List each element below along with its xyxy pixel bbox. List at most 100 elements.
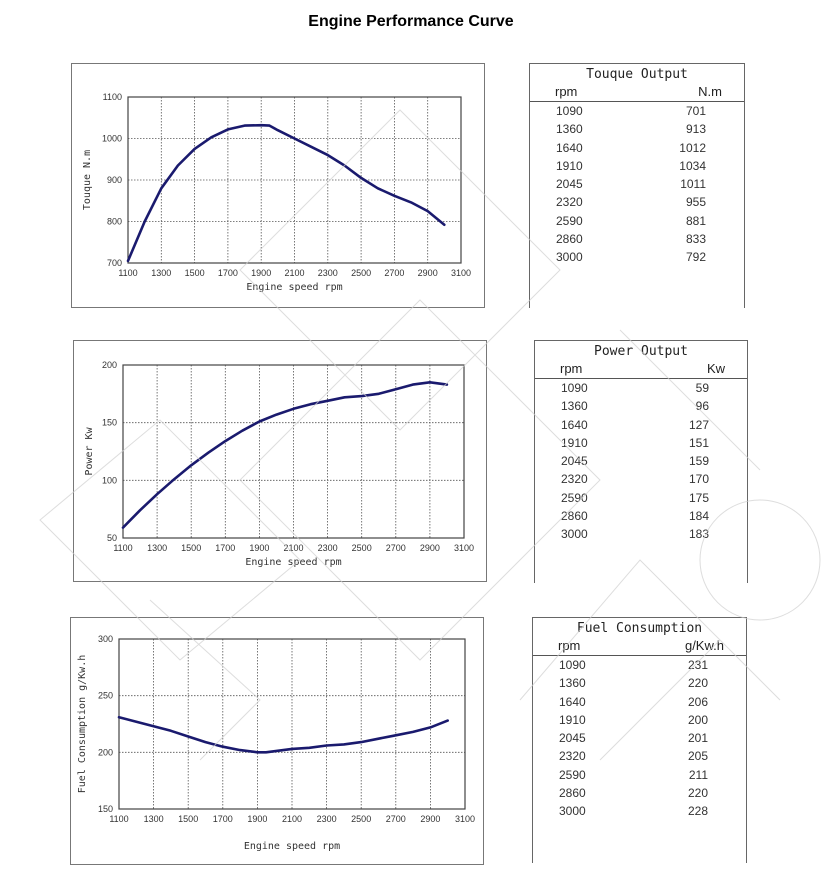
x-tick-label: 1700: [218, 268, 238, 278]
y-tick-label: 150: [102, 418, 117, 428]
x-tick-label: 2300: [318, 543, 338, 553]
x-tick-label: 2900: [420, 814, 440, 824]
power-table-title: Power Output: [594, 344, 688, 359]
page-title: Engine Performance Curve: [308, 13, 514, 30]
rpm-cell: 2590: [559, 767, 586, 782]
rpm-cell: 2860: [561, 509, 588, 524]
value-cell: 127: [688, 417, 709, 432]
rpm-cell: 3000: [556, 250, 583, 265]
y-tick-label: 900: [107, 175, 122, 185]
x-tick-label: 1100: [118, 268, 137, 278]
x-tick-label: 1300: [151, 268, 171, 278]
value-cell: 792: [685, 250, 706, 265]
table-row: 3000 228: [533, 802, 746, 820]
value-cell: 220: [687, 786, 708, 801]
x-tick-label: 2300: [318, 268, 338, 278]
x-tick-label: 2900: [418, 268, 438, 278]
power-table-header: rpm Kw: [535, 361, 747, 379]
table-row: 2590 881: [530, 212, 744, 230]
col-rpm: rpm: [555, 84, 578, 99]
fuel-table-header: rpm g/Kw.h: [533, 638, 746, 656]
table-row: 1910 200: [533, 711, 746, 729]
value-cell: 1011: [680, 177, 706, 192]
x-tick-label: 1300: [147, 543, 167, 553]
torque-table-header: rpm N.m: [530, 84, 744, 102]
x-tick-label: 1500: [178, 814, 198, 824]
table-row: 1910 151: [535, 434, 747, 452]
x-tick-label: 3100: [455, 814, 475, 824]
table-row: 1360 220: [533, 674, 746, 692]
value-cell: 59: [695, 381, 709, 395]
x-tick-label: 1300: [144, 814, 164, 824]
x-tick-label: 3100: [454, 543, 474, 553]
rpm-cell: 3000: [561, 527, 588, 542]
x-tick-label: 2700: [384, 268, 404, 278]
table-row: 1360 913: [530, 120, 744, 138]
rpm-cell: 1910: [559, 712, 586, 727]
y-tick-label: 1000: [102, 134, 122, 144]
value-cell: 175: [688, 490, 709, 505]
rpm-cell: 1360: [559, 676, 586, 691]
table-row: 3000 183: [535, 525, 747, 543]
y-tick-label: 300: [98, 634, 113, 644]
fuel-table: Fuel Consumption rpm g/Kw.h 1090 231 1360 2…: [532, 617, 747, 863]
rpm-cell: 2045: [556, 177, 583, 192]
x-tick-label: 1900: [251, 268, 271, 278]
x-tick-label: 1900: [247, 814, 267, 824]
y-tick-label: 800: [107, 217, 122, 227]
table-row: 2860 833: [530, 230, 744, 248]
rpm-cell: 2590: [556, 213, 583, 228]
value-cell: 231: [687, 658, 708, 672]
value-cell: 200: [687, 712, 708, 727]
col-unit: N.m: [698, 84, 722, 99]
col-unit: Kw: [706, 361, 725, 376]
rpm-cell: 1640: [559, 694, 586, 709]
rpm-cell: 2320: [559, 749, 586, 764]
rpm-cell: 1910: [556, 158, 583, 173]
value-cell: 1034: [679, 158, 706, 173]
col-unit: g/Kw.h: [684, 638, 724, 653]
y-tick-label: 700: [107, 258, 122, 268]
table-row: 2045 201: [533, 729, 746, 747]
fuel-chart-svg: 1100 1300 1500 1700 1900 2100 2300 2500 2700 2900…: [77, 634, 475, 852]
rpm-cell: 1360: [561, 399, 588, 414]
rpm-cell: 2320: [561, 472, 588, 487]
value-cell: 206: [687, 694, 708, 709]
x-tick-label: 2500: [351, 814, 371, 824]
table-row: 2045 159: [535, 452, 747, 470]
fuel-chart: 1100 1300 1500 1700 1900 2100 2300 2500 2700 2900…: [70, 617, 484, 865]
x-tick-label: 2100: [282, 814, 302, 824]
x-tick-label: 2700: [386, 814, 406, 824]
x-tick-label: 2100: [284, 268, 304, 278]
rpm-cell: 1640: [561, 417, 588, 432]
rpm-cell: 1360: [556, 122, 583, 137]
rpm-cell: 2860: [559, 786, 586, 801]
table-row: 2320 955: [530, 193, 744, 211]
rpm-cell: 2320: [556, 195, 583, 210]
value-cell: 151: [688, 435, 709, 450]
grid: [122, 364, 465, 539]
fuel-table-title: Fuel Consumption: [576, 621, 703, 636]
table-row: 1640 127: [535, 416, 747, 434]
value-cell: 96: [695, 399, 709, 414]
value-cell: 955: [685, 195, 706, 210]
power-chart: 1100 1300 1500 1700 1900 2100 2300 2500 2700 2900…: [73, 340, 487, 582]
value-cell: 833: [685, 232, 706, 247]
table-row: 1090 59: [535, 379, 747, 397]
value-cell: 170: [688, 472, 709, 487]
table-row: 1090 231: [533, 656, 746, 674]
value-cell: 1012: [679, 140, 706, 155]
x-axis-label: Engine speed rpm: [244, 841, 340, 852]
x-tick-label: 2300: [317, 814, 337, 824]
x-tick-label: 2700: [386, 543, 406, 553]
rpm-cell: 1090: [561, 381, 588, 395]
table-row: 2590 211: [533, 766, 746, 784]
y-axis-label: Touque N.m: [82, 150, 93, 210]
rpm-cell: 1090: [559, 658, 586, 672]
power-chart-svg: 1100 1300 1500 1700 1900 2100 2300 2500 2700 2900…: [84, 360, 474, 568]
x-tick-label: 2500: [351, 268, 371, 278]
data-line: [126, 123, 446, 263]
value-cell: 184: [688, 509, 709, 524]
rpm-cell: 2590: [561, 490, 588, 505]
x-tick-label: 1700: [215, 543, 235, 553]
